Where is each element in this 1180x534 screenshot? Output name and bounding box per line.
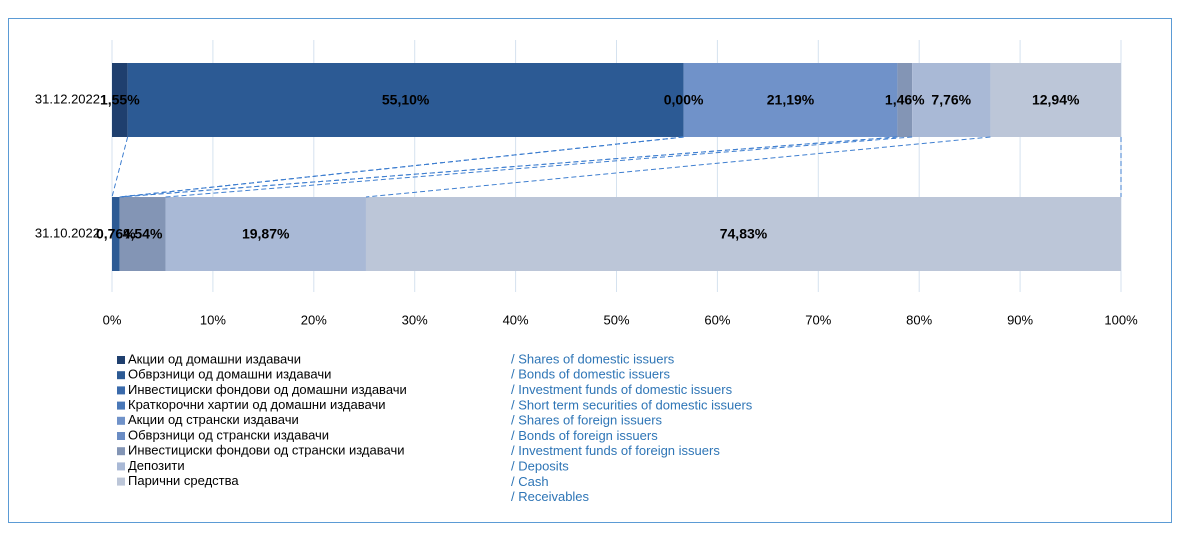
category-label: 31.12.2022 — [35, 91, 100, 106]
legend-translation: / Receivables — [511, 489, 590, 504]
legend-label: Акции од странски издавачи — [128, 412, 299, 427]
x-tick-label: 20% — [301, 312, 327, 327]
legend-swatch — [117, 416, 125, 425]
x-tick-label: 10% — [200, 312, 226, 327]
x-tick-label: 50% — [603, 312, 629, 327]
data-label: 0,76% — [96, 226, 136, 242]
legend-translation: / Cash — [511, 474, 549, 489]
legend-label: Обврзници од домашни издавачи — [128, 367, 331, 382]
connector — [119, 136, 898, 198]
legend-label: Парични средства — [128, 473, 239, 488]
bar-segment — [165, 197, 366, 271]
legend-label: Краткорочни хартии од домашни издавачи — [128, 397, 385, 412]
legend-translation: / Deposits — [511, 459, 569, 474]
category-label: 31.10.2022 — [35, 225, 100, 240]
data-label: 19,87% — [242, 226, 290, 242]
data-label: 1,46% — [885, 92, 925, 108]
bar-segment — [112, 63, 128, 137]
legend-label: Обврзници од странски издавачи — [128, 427, 329, 442]
connector — [165, 136, 913, 198]
legend-swatch — [117, 462, 125, 471]
data-label: 0,00% — [664, 92, 704, 108]
bar-segment — [365, 197, 1121, 271]
data-label: 7,76% — [931, 92, 971, 108]
bar-segment — [912, 63, 991, 137]
x-tick-label: 30% — [402, 312, 428, 327]
data-label: 21,19% — [767, 92, 815, 108]
x-tick-label: 100% — [1104, 312, 1138, 327]
bar-segment — [990, 63, 1121, 137]
legend-label: Депозити — [128, 458, 185, 473]
legend-swatch — [117, 401, 125, 410]
legend-label: Инвестициски фондови од домашни издавачи — [128, 382, 407, 397]
legend-translation: / Short term securities of domestic issu… — [511, 397, 753, 412]
x-tick-label: 70% — [805, 312, 831, 327]
data-label: 12,94% — [1032, 92, 1080, 108]
legend-swatch — [117, 356, 125, 364]
bar-segment — [112, 197, 120, 271]
legend-translation: / Shares of foreign issuers — [511, 413, 663, 428]
bar-segment — [683, 63, 898, 137]
data-label: 1,55% — [100, 92, 140, 108]
x-tick-label: 0% — [103, 312, 122, 327]
legend-translation: / Bonds of domestic issuers — [511, 367, 670, 382]
legend-swatch — [117, 432, 125, 440]
connector — [119, 136, 684, 198]
legend-translation: / Shares of domestic issuers — [511, 351, 675, 366]
legend-translation: / Investment funds of foreign issuers — [511, 443, 720, 458]
x-tick-label: 80% — [906, 312, 932, 327]
connector — [119, 136, 898, 198]
legend-label: Инвестициски фондови од странски издавач… — [128, 443, 405, 458]
bar-segment — [127, 63, 684, 137]
chart-border — [8, 18, 1172, 523]
x-tick-label: 60% — [704, 312, 730, 327]
legend-swatch — [117, 477, 125, 486]
legend-swatch — [117, 386, 125, 395]
bar-segment — [119, 197, 166, 271]
connector — [111, 136, 129, 198]
x-tick-label: 40% — [503, 312, 529, 327]
data-label: 74,83% — [720, 226, 768, 242]
data-label: 55,10% — [382, 92, 430, 108]
legend-swatch — [117, 371, 125, 380]
legend-label: Акции од домашни издавачи — [128, 351, 301, 366]
x-tick-label: 90% — [1007, 312, 1033, 327]
legend-translation: / Bonds of foreign issuers — [511, 428, 658, 443]
data-label: 4,54% — [123, 226, 163, 242]
legend-translation: / Investment funds of domestic issuers — [511, 382, 733, 397]
bar-segment — [897, 63, 913, 137]
legend-swatch — [117, 447, 125, 456]
connector — [365, 136, 991, 198]
